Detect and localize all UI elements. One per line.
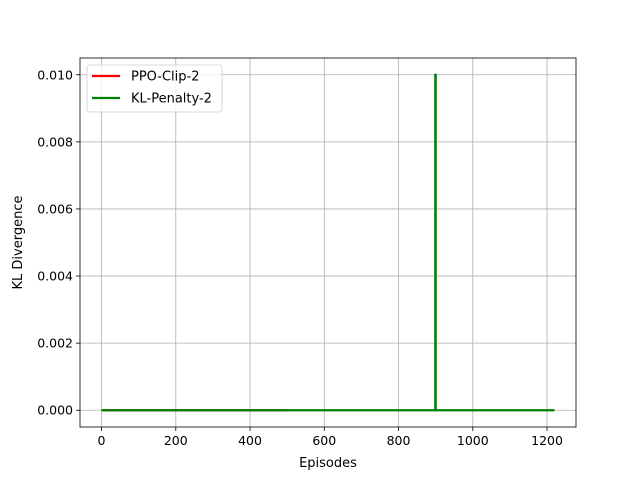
y-tick-label: 0.002 xyxy=(37,336,73,351)
x-tick-label: 1000 xyxy=(457,433,489,448)
y-axis-label: KL Divergence xyxy=(11,196,26,290)
series-lines xyxy=(101,73,555,412)
x-tick-label: 1200 xyxy=(531,433,563,448)
x-tick-label: 400 xyxy=(238,433,262,448)
x-tick-label: 200 xyxy=(164,433,188,448)
legend: PPO-Clip-2 KL-Penalty-2 xyxy=(86,64,223,113)
y-tick-label: 0.004 xyxy=(37,269,73,284)
x-tick-label: 0 xyxy=(98,433,106,448)
x-axis-label: Episodes xyxy=(299,456,357,471)
plot-area xyxy=(80,58,576,427)
x-tick-label: 600 xyxy=(312,433,336,448)
y-tick-label: 0.006 xyxy=(37,201,73,216)
y-tick-label: 0.008 xyxy=(37,134,73,149)
legend-box xyxy=(86,64,223,113)
x-tick-label: 800 xyxy=(387,433,411,448)
legend-label-kl-penalty-2: KL-Penalty-2 xyxy=(131,92,212,107)
plot-frame xyxy=(79,57,577,428)
y-tick-label: 0.010 xyxy=(37,67,73,82)
series-line-kl-penalty-2 xyxy=(101,73,555,412)
y-tick-label: 0.000 xyxy=(37,403,73,418)
axis-ticks: 0 200 400 600 800 1000 1200 0.000 0.002 0.004 0.00… xyxy=(37,67,563,448)
legend-label-ppo-clip-2: PPO-Clip-2 xyxy=(131,70,199,85)
